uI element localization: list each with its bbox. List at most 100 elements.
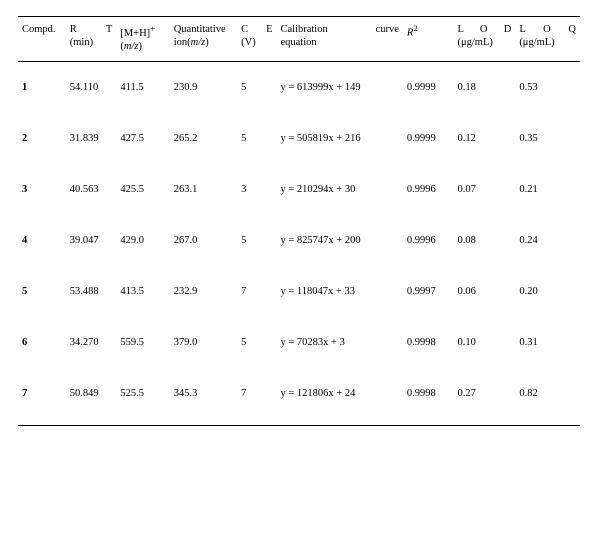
cell-rt: 50.849 [66,368,117,426]
col-rt-l2: (min) [70,37,93,48]
col-qion-l2-mz: m/z [191,37,206,48]
cell-compd: 2 [18,113,66,164]
col-r2: R2 [403,17,454,62]
cell-eq: y = 613999x + 149 [276,61,402,113]
col-mh-l1-sup: + [150,23,155,33]
col-mh-l2: (m/z) [120,41,142,52]
cell-rt: 34.270 [66,317,117,368]
cell-ce: 5 [237,61,276,113]
cell-eq: y = 505819x + 216 [276,113,402,164]
col-ce-l1: C E [241,23,272,36]
cell-ce: 5 [237,317,276,368]
cell-lod: 0.12 [454,113,516,164]
cell-r2: 0.9999 [403,113,454,164]
cell-mh: 559.5 [116,317,169,368]
cell-rt: 39.047 [66,215,117,266]
col-r2-sup: 2 [413,23,417,33]
cell-compd: 3 [18,164,66,215]
cell-rt: 53.488 [66,266,117,317]
cell-mh: 427.5 [116,113,169,164]
col-eq: Calibration curve equation [276,17,402,62]
data-table: Compd. R T (min) [M+H]+ (m/z) Quantitati… [18,16,580,426]
cell-qion: 232.9 [170,266,237,317]
cell-mh: 425.5 [116,164,169,215]
cell-eq: y = 118047x + 33 [276,266,402,317]
cell-compd: 7 [18,368,66,426]
cell-r2: 0.9996 [403,164,454,215]
table-row: 340.563425.5263.13y = 210294x + 300.9996… [18,164,580,215]
cell-loq: 0.31 [515,317,580,368]
table-header-row: Compd. R T (min) [M+H]+ (m/z) Quantitati… [18,17,580,62]
cell-eq: y = 210294x + 30 [276,164,402,215]
cell-compd: 4 [18,215,66,266]
cell-mh: 525.5 [116,368,169,426]
cell-qion: 267.0 [170,215,237,266]
cell-loq: 0.35 [515,113,580,164]
col-loq-l2: (μg/mL) [519,37,554,48]
cell-eq: y = 70283x + 3 [276,317,402,368]
cell-compd: 5 [18,266,66,317]
cell-mh: 429.0 [116,215,169,266]
table-row: 231.839427.5265.25y = 505819x + 2160.999… [18,113,580,164]
col-loq: L O Q (μg/mL) [515,17,580,62]
cell-qion: 263.1 [170,164,237,215]
col-rt-l1: R T [70,23,113,36]
col-ce-l2: (V) [241,37,256,48]
col-ce: C E (V) [237,17,276,62]
col-rt: R T (min) [66,17,117,62]
col-qion: Quantitative ion(m/z) [170,17,237,62]
cell-rt: 31.839 [66,113,117,164]
col-compd: Compd. [18,17,66,62]
cell-lod: 0.27 [454,368,516,426]
cell-ce: 5 [237,113,276,164]
cell-loq: 0.24 [515,215,580,266]
col-qion-l2: ion(m/z) [174,37,209,48]
cell-ce: 7 [237,368,276,426]
cell-lod: 0.07 [454,164,516,215]
cell-r2: 0.9999 [403,61,454,113]
col-lod-l2: (μg/mL) [458,37,493,48]
col-lod-l1: L O D [458,23,512,36]
col-eq-l2: equation [280,37,316,48]
cell-ce: 5 [237,215,276,266]
cell-eq: y = 825747x + 200 [276,215,402,266]
col-qion-l2-pre: ion( [174,37,191,48]
col-loq-l1: L O Q [519,23,576,36]
cell-qion: 345.3 [170,368,237,426]
table-body: 154.110411.5230.95y = 613999x + 1490.999… [18,61,580,425]
cell-mh: 411.5 [116,61,169,113]
col-mh-l1-pre: [M+H] [120,28,150,39]
cell-loq: 0.82 [515,368,580,426]
cell-compd: 1 [18,61,66,113]
cell-compd: 6 [18,317,66,368]
table-row: 154.110411.5230.95y = 613999x + 1490.999… [18,61,580,113]
col-qion-l1: Quantitative [174,24,226,35]
cell-ce: 3 [237,164,276,215]
col-eq-l1: Calibration curve [280,23,398,36]
cell-qion: 379.0 [170,317,237,368]
cell-loq: 0.53 [515,61,580,113]
cell-lod: 0.08 [454,215,516,266]
cell-r2: 0.9998 [403,317,454,368]
col-mh-l2-mz: m/z [124,41,139,52]
cell-eq: y = 121806x + 24 [276,368,402,426]
table-row: 439.047429.0267.05y = 825747x + 2000.999… [18,215,580,266]
col-lod: L O D (μg/mL) [454,17,516,62]
cell-lod: 0.10 [454,317,516,368]
col-mh: [M+H]+ (m/z) [116,17,169,62]
cell-ce: 7 [237,266,276,317]
cell-r2: 0.9996 [403,215,454,266]
cell-rt: 40.563 [66,164,117,215]
col-mh-l1: [M+H]+ [120,28,155,39]
col-mh-l2-c: ) [138,41,142,52]
table-row: 553.488413.5232.97y = 118047x + 330.9997… [18,266,580,317]
table-row: 634.270559.5379.05y = 70283x + 30.99980.… [18,317,580,368]
cell-mh: 413.5 [116,266,169,317]
cell-qion: 265.2 [170,113,237,164]
cell-r2: 0.9997 [403,266,454,317]
cell-loq: 0.20 [515,266,580,317]
cell-lod: 0.18 [454,61,516,113]
col-qion-l2-c: ) [205,37,209,48]
cell-lod: 0.06 [454,266,516,317]
cell-loq: 0.21 [515,164,580,215]
